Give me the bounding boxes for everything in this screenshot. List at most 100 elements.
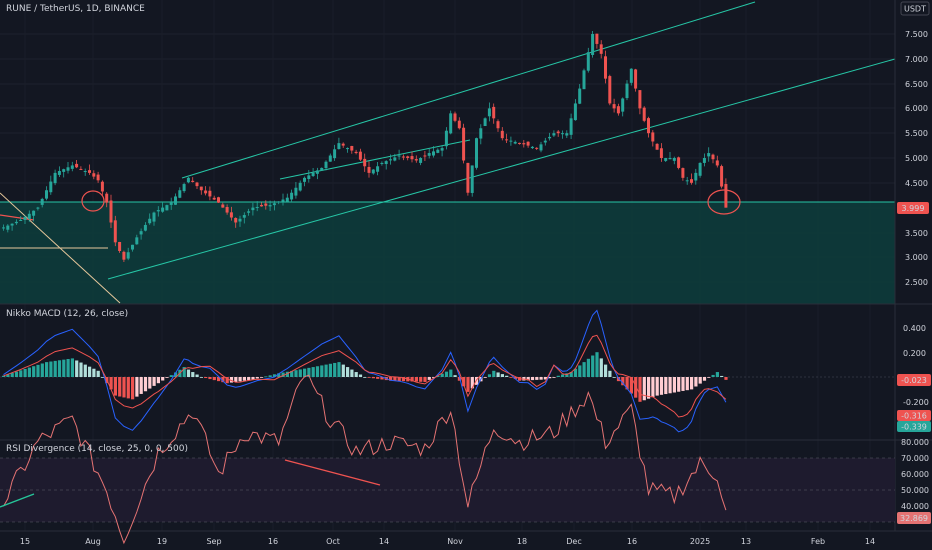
- macd-bar: [311, 367, 315, 377]
- candle-body: [260, 205, 263, 207]
- rsi-bear-divergence-line: [284, 459, 381, 486]
- candle-body: [23, 216, 27, 221]
- candle-body: [427, 153, 431, 156]
- time-axis[interactable]: 15 Aug 19 Sep 16 Oct 14 Nov 18 Dec 16 2025 13 Feb 14: [20, 537, 875, 546]
- candle-body: [139, 231, 143, 235]
- macd-bar: [277, 373, 281, 377]
- macd-bar: [174, 372, 178, 377]
- rsi-line: [3, 374, 727, 545]
- candle-body: [320, 167, 324, 170]
- rsi-axis[interactable]: 80.000 70.000 60.000 50.000 40.000: [901, 438, 929, 511]
- candle-body: [6, 225, 10, 230]
- candle-body: [573, 103, 577, 121]
- macd-bar: [285, 371, 289, 377]
- candle-body: [10, 223, 14, 226]
- candle-body: [586, 52, 590, 71]
- macd-bar: [436, 375, 440, 377]
- rsi-current-tag-label: 32.869: [900, 514, 928, 523]
- macd-bar: [720, 375, 724, 377]
- price-axis[interactable]: 7.500 7.000 6.500 6.000 5.500 5.000 4.500 3.500…: [905, 30, 928, 287]
- macd-signal-tag-label: -0.339: [901, 423, 927, 432]
- currency-badge[interactable]: USDT: [900, 1, 930, 16]
- candle-body: [36, 207, 40, 209]
- rsi-current-tag: 32.869: [897, 512, 931, 524]
- candle-body: [363, 158, 367, 167]
- candle-body: [621, 98, 625, 112]
- macd-bar: [66, 359, 70, 377]
- candle-body: [337, 143, 341, 150]
- candle-body: [212, 197, 216, 200]
- macd-bar: [126, 377, 130, 399]
- macd-bar: [367, 377, 371, 378]
- candle-body: [2, 227, 5, 229]
- candle-body: [389, 159, 392, 161]
- time-tick-label: Dec: [566, 537, 581, 546]
- candle-body: [92, 173, 96, 177]
- macd-bar: [565, 373, 569, 377]
- highlight-circle-left: [81, 190, 105, 212]
- candle-body: [238, 218, 242, 222]
- macd-bar: [23, 368, 27, 377]
- candle-body: [229, 212, 233, 218]
- candle-body: [152, 212, 156, 222]
- price-tick-label: 4.500: [905, 179, 928, 188]
- macd-bar: [698, 377, 702, 384]
- price-tick-label: 3.000: [905, 253, 928, 262]
- macd-bar: [659, 377, 664, 395]
- macd-bar: [715, 372, 719, 377]
- candle-body: [440, 148, 444, 151]
- macd-bar: [6, 374, 10, 377]
- macd-hist-tag: -0.023: [897, 374, 931, 386]
- macd-bar: [492, 370, 496, 377]
- candle-body: [118, 241, 122, 251]
- candle-body: [578, 88, 582, 104]
- macd-bar: [260, 377, 264, 378]
- macd-bar: [694, 377, 698, 387]
- macd-bar: [496, 372, 500, 377]
- support-zone: [0, 202, 895, 304]
- candle-body: [217, 197, 220, 203]
- candle-body: [612, 104, 616, 109]
- candle-body: [720, 166, 724, 187]
- macd-bar: [328, 363, 332, 377]
- macd-bar: [40, 363, 44, 377]
- macd-bar: [264, 376, 268, 378]
- rsi-title: RSI Divergence (14, close, 25, 0, 0, 500…: [6, 444, 188, 454]
- candle-body: [255, 206, 259, 208]
- macd-bar: [634, 377, 638, 398]
- price-tick-label: 7.000: [905, 55, 928, 64]
- macd-bar: [199, 377, 203, 378]
- macd-bar: [487, 374, 492, 377]
- macd-bar: [36, 364, 40, 377]
- macd-bar: [599, 358, 603, 377]
- macd-bar: [376, 377, 380, 379]
- price-tick-label: 6.000: [905, 104, 928, 113]
- macd-bar: [389, 377, 393, 381]
- candle-body: [96, 174, 100, 181]
- channel-upper-line: [181, 1, 756, 179]
- candle-body: [371, 169, 375, 174]
- macd-bar: [561, 374, 565, 377]
- red-trendline-left: [0, 214, 35, 221]
- macd-bar: [113, 377, 117, 396]
- macd-bar: [242, 377, 246, 381]
- candle-body: [191, 180, 195, 182]
- macd-bar: [578, 365, 582, 377]
- rsi-current-tag-box: [897, 512, 931, 524]
- macd-title: Nikko MACD (12, 26, close): [6, 309, 128, 319]
- candle-body: [221, 204, 225, 208]
- macd-bar: [57, 360, 62, 377]
- candle-body: [281, 199, 285, 202]
- macd-bar: [83, 364, 87, 377]
- macd-bar: [569, 372, 573, 377]
- macd-bar: [298, 369, 302, 377]
- macd-axis[interactable]: 0.400 0.200 -0.200: [903, 324, 929, 407]
- macd-bar: [337, 362, 341, 377]
- macd-bar: [19, 370, 23, 377]
- candle-body: [659, 148, 663, 158]
- candle-body: [333, 149, 337, 159]
- candle-body: [49, 181, 53, 193]
- candle-body: [401, 156, 405, 158]
- macd-bar: [419, 377, 423, 382]
